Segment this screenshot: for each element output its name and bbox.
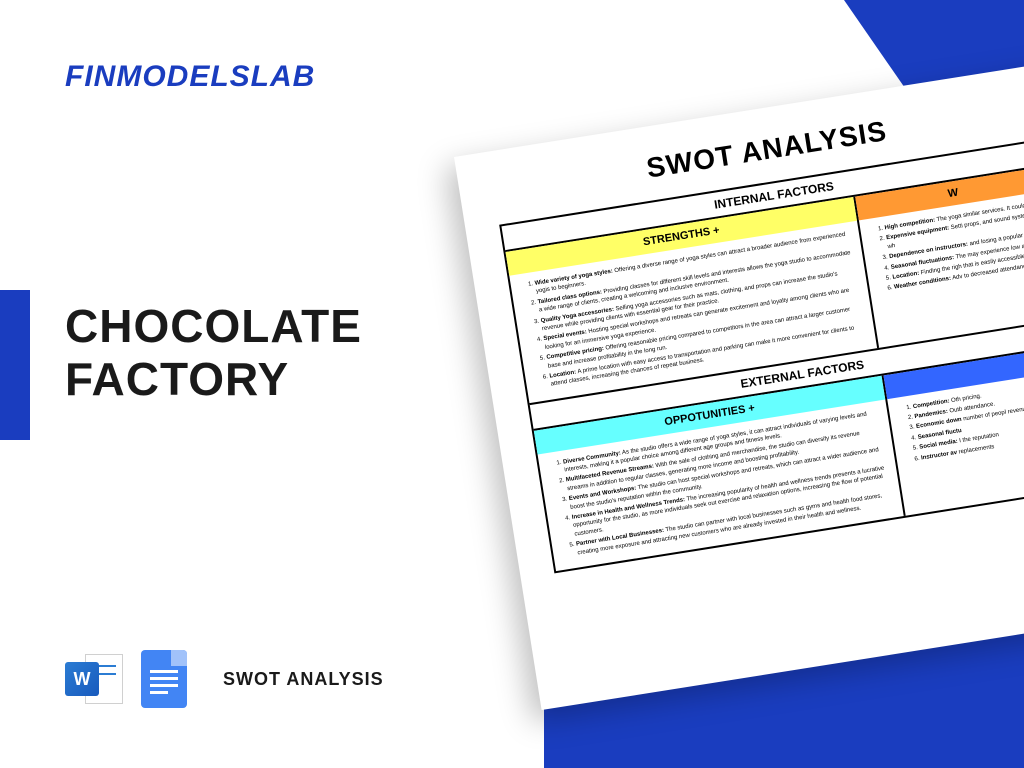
title-line-1: CHOCOLATE bbox=[65, 300, 362, 353]
word-letter: W bbox=[65, 662, 99, 696]
subtitle: SWOT ANALYSIS bbox=[223, 669, 384, 690]
word-icon: W bbox=[65, 650, 123, 708]
brand-logo: FINMODELSLAB bbox=[65, 60, 315, 94]
page-title: CHOCOLATE FACTORY bbox=[65, 300, 362, 406]
format-icons-row: W SWOT ANALYSIS bbox=[65, 650, 384, 708]
weaknesses-cell: W High competition: The yoga similar ser… bbox=[855, 166, 1024, 347]
google-docs-icon bbox=[141, 650, 187, 708]
swot-grid: INTERNAL FACTORS STRENGTHS + Wide variet… bbox=[499, 138, 1024, 573]
title-line-2: FACTORY bbox=[65, 353, 362, 406]
accent-bar bbox=[0, 290, 30, 440]
document-preview: SWOT ANALYSIS INTERNAL FACTORS STRENGTHS… bbox=[454, 60, 1024, 710]
